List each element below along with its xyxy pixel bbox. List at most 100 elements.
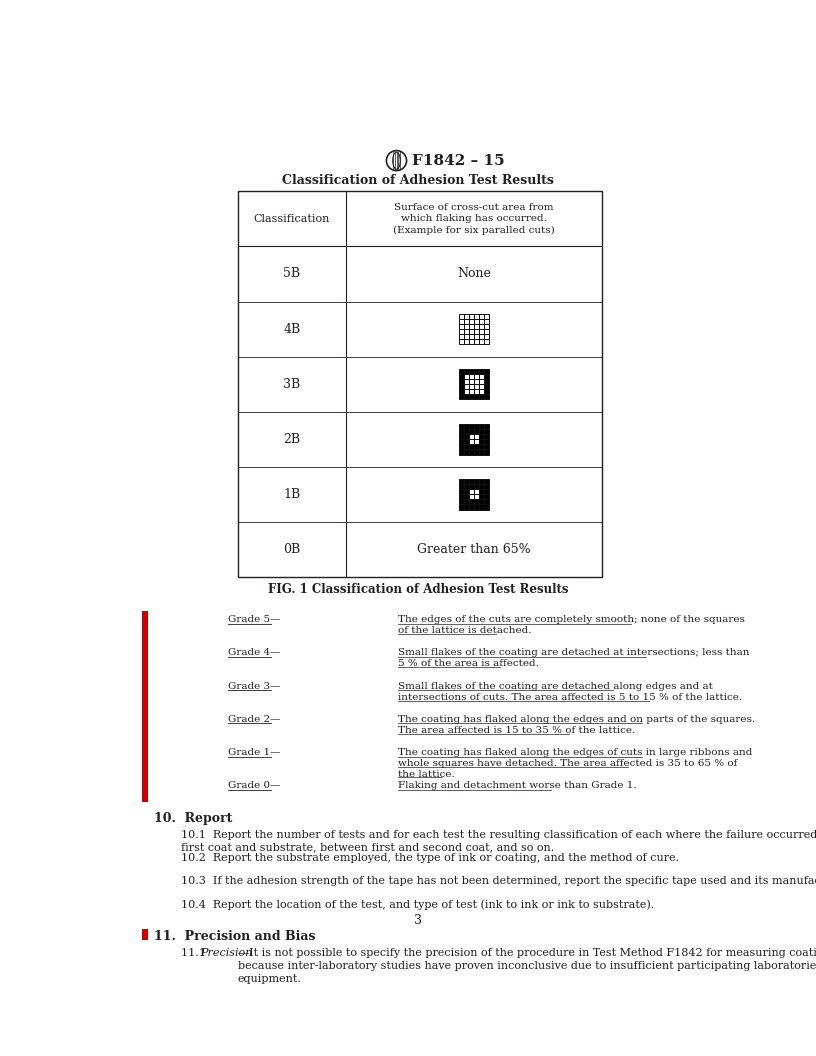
Bar xyxy=(479,329,485,334)
Bar xyxy=(459,484,463,489)
Bar xyxy=(479,478,485,484)
Bar xyxy=(474,423,479,429)
Text: —It is not possible to specify the precision of the procedure in Test Method F18: —It is not possible to specify the preci… xyxy=(237,948,816,984)
Bar xyxy=(469,450,474,454)
Bar xyxy=(459,324,463,329)
Bar xyxy=(485,384,490,390)
Bar xyxy=(474,339,479,344)
Text: Grade 2—: Grade 2— xyxy=(228,715,280,723)
Bar xyxy=(463,445,469,450)
Text: 11.  Precision and Bias: 11. Precision and Bias xyxy=(154,930,316,943)
Text: 5B: 5B xyxy=(283,267,300,281)
Bar xyxy=(469,434,474,439)
Bar xyxy=(485,423,490,429)
Text: 0B: 0B xyxy=(283,543,300,555)
Bar xyxy=(485,429,490,434)
Bar xyxy=(485,324,490,329)
Bar xyxy=(485,499,490,505)
Bar xyxy=(463,339,469,344)
Bar xyxy=(463,379,469,384)
Bar xyxy=(463,499,469,505)
Bar xyxy=(463,484,469,489)
Bar xyxy=(463,478,469,484)
Text: Surface of cross-cut area from
which flaking has occurred.
(Example for six para: Surface of cross-cut area from which fla… xyxy=(393,203,555,235)
Bar xyxy=(474,314,479,319)
Bar xyxy=(459,478,463,484)
Bar xyxy=(469,505,474,510)
Bar xyxy=(469,445,474,450)
Bar xyxy=(474,390,479,394)
Bar xyxy=(463,489,469,494)
Bar xyxy=(459,394,463,399)
Text: The coating has flaked along the edges and on parts of the squares.
The area aff: The coating has flaked along the edges a… xyxy=(398,715,755,735)
Text: Precision: Precision xyxy=(200,948,252,958)
Bar xyxy=(485,319,490,324)
Bar xyxy=(474,478,479,484)
Bar xyxy=(469,374,474,379)
Bar xyxy=(479,394,485,399)
Text: 10.  Report: 10. Report xyxy=(154,812,233,826)
Text: Grade 1—: Grade 1— xyxy=(228,748,280,757)
Bar xyxy=(485,379,490,384)
Bar xyxy=(479,429,485,434)
Bar xyxy=(474,334,479,339)
Bar xyxy=(485,339,490,344)
Bar xyxy=(479,384,485,390)
Bar xyxy=(469,369,474,374)
Bar xyxy=(474,434,479,439)
Bar xyxy=(479,423,485,429)
Bar xyxy=(469,339,474,344)
Bar xyxy=(485,445,490,450)
Bar xyxy=(469,379,474,384)
Bar xyxy=(459,319,463,324)
Text: Grade 4—: Grade 4— xyxy=(228,648,280,658)
Bar xyxy=(479,319,485,324)
Bar xyxy=(459,390,463,394)
Bar xyxy=(479,445,485,450)
Text: Grade 5—: Grade 5— xyxy=(228,616,280,624)
Bar xyxy=(463,319,469,324)
Bar xyxy=(459,499,463,505)
Bar xyxy=(479,334,485,339)
Bar xyxy=(463,423,469,429)
Bar xyxy=(459,334,463,339)
Bar xyxy=(474,505,479,510)
Bar xyxy=(469,423,474,429)
Text: Small flakes of the coating are detached at intersections; less than
5 % of the : Small flakes of the coating are detached… xyxy=(398,648,750,668)
Bar xyxy=(485,434,490,439)
Bar xyxy=(479,450,485,454)
Bar xyxy=(479,505,485,510)
Bar xyxy=(474,374,479,379)
Bar xyxy=(485,505,490,510)
Bar xyxy=(459,314,463,319)
Bar xyxy=(479,369,485,374)
Text: Classification of Adhesion Test Results: Classification of Adhesion Test Results xyxy=(282,174,554,187)
Bar xyxy=(463,390,469,394)
Bar xyxy=(474,329,479,334)
Bar xyxy=(485,450,490,454)
Text: 3: 3 xyxy=(415,914,422,927)
Bar xyxy=(469,484,474,489)
Bar xyxy=(479,324,485,329)
Bar xyxy=(459,434,463,439)
Bar xyxy=(474,439,479,445)
Bar xyxy=(474,319,479,324)
Text: 10.4  Report the location of the test, and type of test (ink to ink or ink to su: 10.4 Report the location of the test, an… xyxy=(181,900,654,910)
Bar xyxy=(463,434,469,439)
Bar xyxy=(479,434,485,439)
Bar xyxy=(459,445,463,450)
Bar xyxy=(469,394,474,399)
Bar xyxy=(463,324,469,329)
Bar xyxy=(479,379,485,384)
Bar xyxy=(459,423,463,429)
Bar xyxy=(469,429,474,434)
Text: 1B: 1B xyxy=(283,488,300,501)
Text: 4B: 4B xyxy=(283,322,300,336)
Bar xyxy=(459,505,463,510)
Bar xyxy=(459,494,463,499)
Bar xyxy=(469,478,474,484)
Bar xyxy=(459,489,463,494)
Bar xyxy=(474,324,479,329)
Bar xyxy=(479,390,485,394)
Text: None: None xyxy=(457,267,491,281)
